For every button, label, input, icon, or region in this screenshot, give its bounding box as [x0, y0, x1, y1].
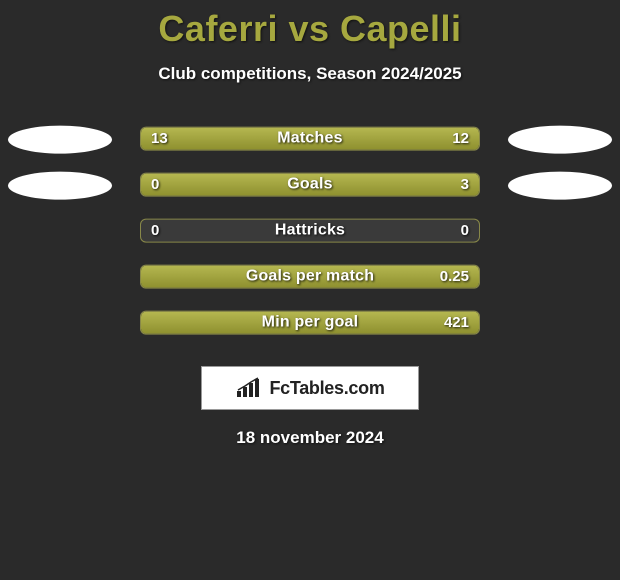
stat-label: Hattricks: [141, 222, 479, 240]
stat-row: Min per goal421: [0, 302, 620, 348]
stat-label: Matches: [141, 130, 479, 148]
bars-icon: [235, 377, 263, 399]
stat-rows: 13Matches120Goals30Hattricks0Goals per m…: [0, 118, 620, 348]
comparison-infographic: Caferri vs Capelli Club competitions, Se…: [0, 0, 620, 580]
stat-label: Min per goal: [141, 314, 479, 332]
page-title: Caferri vs Capelli: [0, 0, 620, 50]
stat-row: 0Goals3: [0, 164, 620, 210]
stat-bar: 0Hattricks0: [140, 219, 480, 243]
stat-bar: Min per goal421: [140, 311, 480, 335]
stat-value-right: 421: [444, 314, 469, 331]
stat-value-right: 0: [461, 222, 469, 239]
stat-value-right: 3: [461, 176, 469, 193]
stat-row: 0Hattricks0: [0, 210, 620, 256]
stat-row: 13Matches12: [0, 118, 620, 164]
date-text: 18 november 2024: [0, 428, 620, 448]
player-left-ellipse: [8, 126, 112, 154]
brand-text: FcTables.com: [269, 378, 384, 399]
page-subtitle: Club competitions, Season 2024/2025: [0, 64, 620, 84]
stat-label: Goals per match: [141, 268, 479, 286]
stat-value-right: 0.25: [440, 268, 469, 285]
stat-bar: 0Goals3: [140, 173, 480, 197]
stat-row: Goals per match0.25: [0, 256, 620, 302]
player-right-ellipse: [508, 126, 612, 154]
stat-bar: 13Matches12: [140, 127, 480, 151]
player-right-ellipse: [508, 172, 612, 200]
player-left-ellipse: [8, 172, 112, 200]
stat-bar: Goals per match0.25: [140, 265, 480, 289]
stat-label: Goals: [141, 176, 479, 194]
stat-value-right: 12: [452, 130, 469, 147]
brand-badge: FcTables.com: [201, 366, 419, 410]
